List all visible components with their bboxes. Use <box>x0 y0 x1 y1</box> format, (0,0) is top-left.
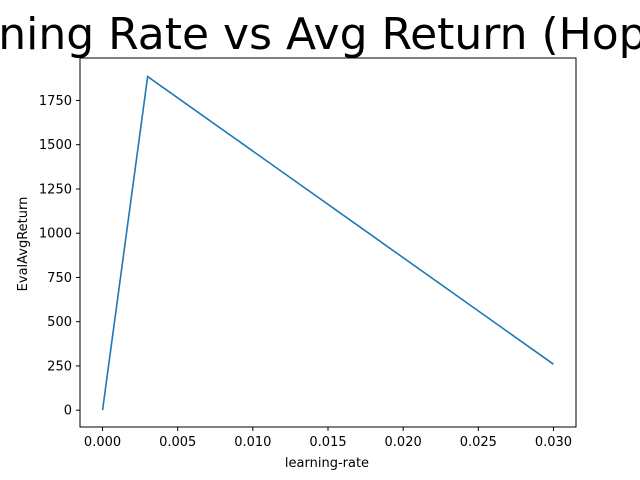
y-axis-label: EvalAvgReturn <box>16 197 31 292</box>
y-tick-label: 1750 <box>39 94 72 109</box>
y-tick-label: 1500 <box>39 138 72 153</box>
chart-title: Learning Rate vs Avg Return (Hopper) <box>0 9 640 60</box>
series-line-0 <box>101 75 554 411</box>
x-tick-label: 0.005 <box>159 435 196 450</box>
y-tick-label: 750 <box>47 271 72 286</box>
x-tick-label: 0.020 <box>385 435 422 450</box>
x-axis-label: learning-rate <box>285 456 369 471</box>
y-tick-label: 250 <box>47 359 72 374</box>
x-tick-label: 0.010 <box>234 435 271 450</box>
y-tick-label: 1000 <box>39 227 72 242</box>
x-tick-label: 0.015 <box>309 435 346 450</box>
plot-area: 0.000 0.005 0.010 0.015 0.020 0.025 0.030 0 250 5… <box>39 57 577 450</box>
x-tick-label: 0.025 <box>460 435 497 450</box>
y-tick-label: 500 <box>47 315 72 330</box>
x-tick-label: 0.030 <box>535 435 572 450</box>
y-tick-label: 0 <box>64 404 72 419</box>
x-tick-label: 0.000 <box>84 435 121 450</box>
y-tick-label: 1250 <box>39 182 72 197</box>
